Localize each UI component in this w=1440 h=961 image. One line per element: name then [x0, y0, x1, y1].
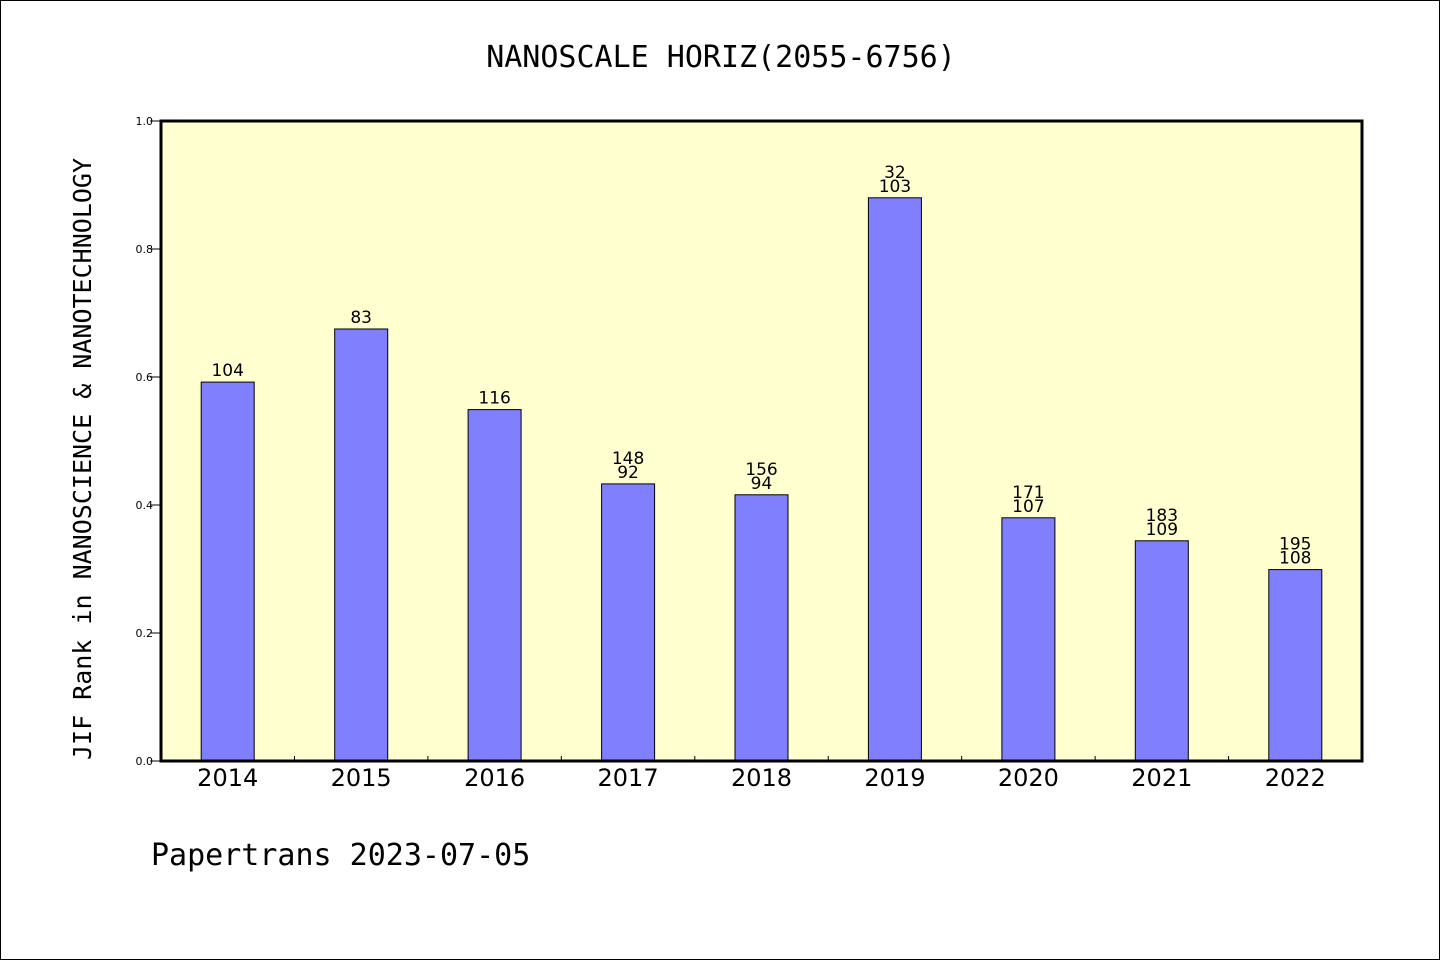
x-tick-label-2020: 2020	[998, 764, 1059, 792]
bar-label-2018-2: 94	[751, 474, 773, 494]
chart-title: NANOSCALE HORIZ(2055-6756)	[486, 40, 956, 75]
x-tick-label-2014: 2014	[197, 764, 258, 792]
x-tick-label-2015: 2015	[331, 764, 392, 792]
y-tick-label-0.2: 0.2	[136, 627, 154, 640]
bar-label-2014-1: 104	[211, 361, 243, 381]
x-tick-label-2018: 2018	[731, 764, 792, 792]
bar-label-2017-2: 92	[617, 463, 639, 483]
bar-label-2018-1: 156	[745, 460, 777, 480]
x-tick-label-2017: 2017	[598, 764, 659, 792]
bar-label-2017-1: 148	[612, 449, 644, 469]
bar-2021	[1134, 540, 1189, 762]
x-tick-label-2022: 2022	[1265, 764, 1326, 792]
bar-label-2022-2: 108	[1279, 549, 1311, 569]
bar-label-2022-1: 195	[1279, 535, 1311, 555]
x-tick-label-2021: 2021	[1131, 764, 1192, 792]
bar-label-2015-1: 83	[350, 308, 372, 328]
bar-label-2020-2: 107	[1012, 497, 1044, 517]
footer-text: Papertrans 2023-07-05	[151, 838, 530, 873]
bar-2019	[867, 197, 922, 762]
x-tick-label-2016: 2016	[464, 764, 525, 792]
bar-2014	[200, 381, 255, 762]
bar-label-2021-2: 109	[1146, 520, 1178, 540]
x-tick-label-2019: 2019	[864, 764, 925, 792]
bar-2015	[334, 328, 389, 762]
bar-2022	[1268, 569, 1323, 762]
bar-2020	[1001, 517, 1056, 762]
plot-border	[159, 119, 1364, 763]
y-tick-label-0.6: 0.6	[136, 371, 154, 384]
bar-label-2016-1: 116	[478, 389, 510, 409]
y-tick-label-1.0: 1.0	[136, 115, 154, 128]
bar-label-2019-2: 103	[879, 177, 911, 197]
bar-label-2019-1: 32	[884, 163, 906, 183]
bar-label-2021-1: 183	[1146, 506, 1178, 526]
y-tick-label-0.4: 0.4	[136, 499, 154, 512]
y-tick-label-0.0: 0.0	[136, 755, 154, 768]
ticks-layer: 2014 2015 2016 2017 2018 2019 2020 2021 2022 0.0 0…	[136, 115, 1326, 792]
bar-2017	[601, 483, 656, 762]
bar-2016	[467, 409, 522, 762]
y-tick-label-0.8: 0.8	[136, 243, 154, 256]
bar-label-2020-1: 171	[1012, 483, 1044, 503]
bar-2018	[734, 494, 789, 762]
y-axis-label: JIF Rank in NANOSCIENCE & NANOTECHNOLOGY	[68, 158, 97, 760]
